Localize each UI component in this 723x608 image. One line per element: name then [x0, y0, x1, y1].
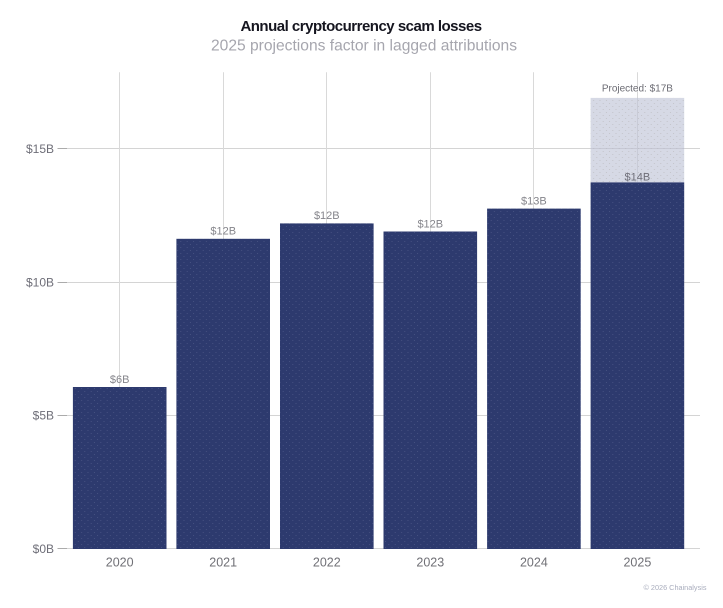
svg-text:$15B: $15B [26, 142, 54, 156]
svg-text:2025: 2025 [623, 555, 651, 569]
svg-text:2025 projections factor in lag: 2025 projections factor in lagged attrib… [211, 38, 517, 55]
svg-text:$13B: $13B [521, 195, 547, 207]
svg-text:Projected: $17B: Projected: $17B [602, 84, 673, 95]
svg-text:$14B: $14B [625, 171, 651, 183]
svg-text:$12B: $12B [210, 226, 236, 238]
svg-text:2023: 2023 [416, 555, 444, 569]
svg-text:$12B: $12B [314, 210, 340, 222]
svg-text:$5B: $5B [33, 409, 54, 423]
svg-text:$10B: $10B [26, 276, 54, 290]
svg-text:2020: 2020 [106, 555, 134, 569]
svg-text:© 2026 Chainalysis: © 2026 Chainalysis [644, 583, 707, 592]
svg-text:2024: 2024 [520, 555, 548, 569]
svg-text:$0B: $0B [33, 542, 54, 556]
svg-text:2021: 2021 [209, 555, 237, 569]
svg-text:$6B: $6B [110, 374, 130, 386]
svg-text:$12B: $12B [417, 218, 443, 230]
svg-text:2022: 2022 [313, 555, 341, 569]
svg-text:Annual cryptocurrency scam los: Annual cryptocurrency scam losses [240, 18, 481, 35]
